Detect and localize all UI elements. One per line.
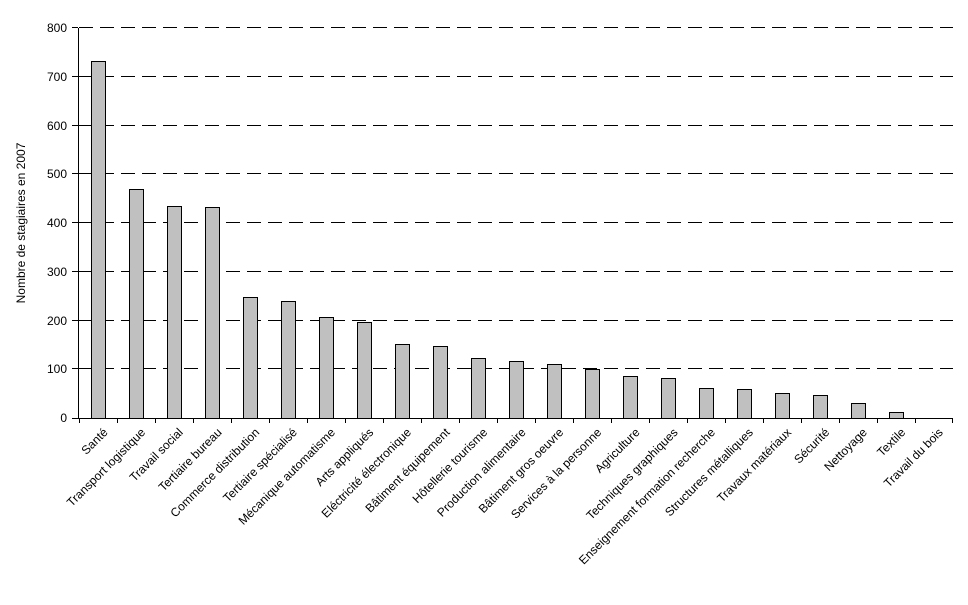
y-axis-tick-label: 200 <box>46 313 67 328</box>
x-axis-tick <box>383 418 384 423</box>
x-axis-tick <box>687 418 688 423</box>
y-axis-tick-label: 100 <box>46 362 67 377</box>
x-axis-tick <box>611 418 612 423</box>
y-axis-tick-label: 700 <box>46 69 67 84</box>
bar <box>736 389 752 418</box>
y-axis-tick <box>72 418 78 419</box>
bar <box>166 206 182 418</box>
bar <box>660 378 676 418</box>
bar <box>470 358 486 418</box>
x-axis-tick <box>307 418 308 423</box>
bar <box>850 403 866 418</box>
y-gridline <box>79 319 953 321</box>
x-axis-tick <box>497 418 498 423</box>
y-gridline <box>79 173 953 175</box>
bar <box>204 207 220 418</box>
bar <box>318 317 334 418</box>
bar <box>128 189 144 418</box>
y-axis-tick <box>72 368 78 370</box>
bar <box>90 61 106 418</box>
x-axis-tick <box>763 418 764 423</box>
bar <box>622 376 638 418</box>
y-gridline <box>79 124 953 126</box>
y-axis-tick-label: 300 <box>46 264 67 279</box>
bar <box>508 361 524 418</box>
y-axis-tick <box>72 270 78 272</box>
plot-area: 0 100 200 300 400 500 600 700 800 Santé Transport … <box>47 21 953 567</box>
y-gridline <box>79 222 953 223</box>
x-axis-tick <box>649 418 650 423</box>
x-axis-tick <box>535 418 536 423</box>
x-axis-tick <box>877 418 878 423</box>
x-axis-tick <box>839 418 840 423</box>
x-axis-tick <box>193 418 194 423</box>
bar <box>698 388 714 418</box>
y-gridline <box>79 75 953 77</box>
y-axis-tick-label: 0 <box>60 411 67 425</box>
y-axis-tick <box>72 27 78 28</box>
bar <box>584 369 600 418</box>
bar <box>546 364 562 418</box>
y-axis-tick-label: 600 <box>46 118 67 133</box>
bar <box>394 344 410 418</box>
x-axis-category-label: Travaux matériaux <box>714 425 795 506</box>
x-axis-tick <box>915 418 916 423</box>
x-axis-tick <box>231 418 232 423</box>
y-axis-tick-label: 500 <box>46 167 67 182</box>
x-axis-category-label: Textile <box>874 425 909 460</box>
x-axis-category-label: Santé <box>78 425 111 458</box>
bar <box>280 301 296 418</box>
y-axis-tick <box>72 319 78 321</box>
x-axis-tick <box>269 418 270 423</box>
x-axis-tick <box>117 418 118 423</box>
y-axis-tick-label: 800 <box>46 21 67 35</box>
y-axis-tick <box>72 124 78 126</box>
y-gridline <box>79 270 953 272</box>
bar <box>774 393 790 418</box>
y-axis-tick <box>72 75 78 77</box>
x-axis-tick <box>345 418 346 423</box>
bar <box>888 412 904 418</box>
x-axis-tick <box>459 418 460 423</box>
bar <box>356 322 372 418</box>
x-axis-tick <box>725 418 726 423</box>
y-axis-tick <box>72 222 78 223</box>
y-axis-tick <box>72 173 78 175</box>
x-axis-tick <box>573 418 574 423</box>
x-axis-tick <box>952 418 953 423</box>
bar <box>432 346 448 418</box>
y-gridline <box>79 27 953 28</box>
x-axis-tick <box>421 418 422 423</box>
bar <box>812 395 828 418</box>
bar <box>242 297 258 418</box>
x-axis-tick <box>79 418 80 423</box>
y-axis-tick-label: 400 <box>46 216 67 230</box>
x-axis-tick <box>801 418 802 423</box>
x-axis-tick <box>155 418 156 423</box>
